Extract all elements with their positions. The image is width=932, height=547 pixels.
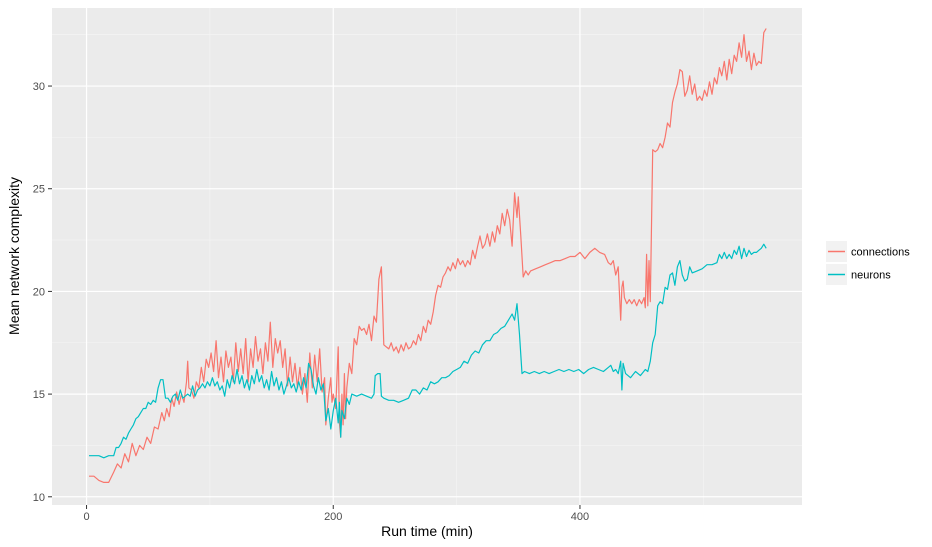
legend-label-neurons: neurons xyxy=(851,270,891,282)
x-tick-label: 200 xyxy=(324,511,342,523)
major-gridlines xyxy=(52,8,802,505)
y-tick-label: 20 xyxy=(33,286,45,298)
x-tick-label: 400 xyxy=(571,511,589,523)
minor-gridlines xyxy=(52,8,802,505)
y-axis-title: Mean network complexity xyxy=(6,177,22,335)
x-axis: 0 200 400 xyxy=(83,505,589,523)
y-tick-label: 25 xyxy=(33,184,45,196)
y-tick-label: 30 xyxy=(33,81,45,93)
legend-label-connections: connections xyxy=(851,247,910,259)
panel-background xyxy=(52,8,802,505)
y-tick-label: 10 xyxy=(33,492,45,504)
x-axis-title: Run time (min) xyxy=(381,523,473,539)
series-line-connections xyxy=(89,28,767,483)
legend: connections neurons xyxy=(826,241,910,285)
x-tick-label: 0 xyxy=(83,511,89,523)
series-layer xyxy=(89,28,767,483)
y-axis: 10 15 20 25 30 xyxy=(33,81,52,504)
y-tick-label: 15 xyxy=(33,389,45,401)
series-line-neurons xyxy=(89,243,767,459)
